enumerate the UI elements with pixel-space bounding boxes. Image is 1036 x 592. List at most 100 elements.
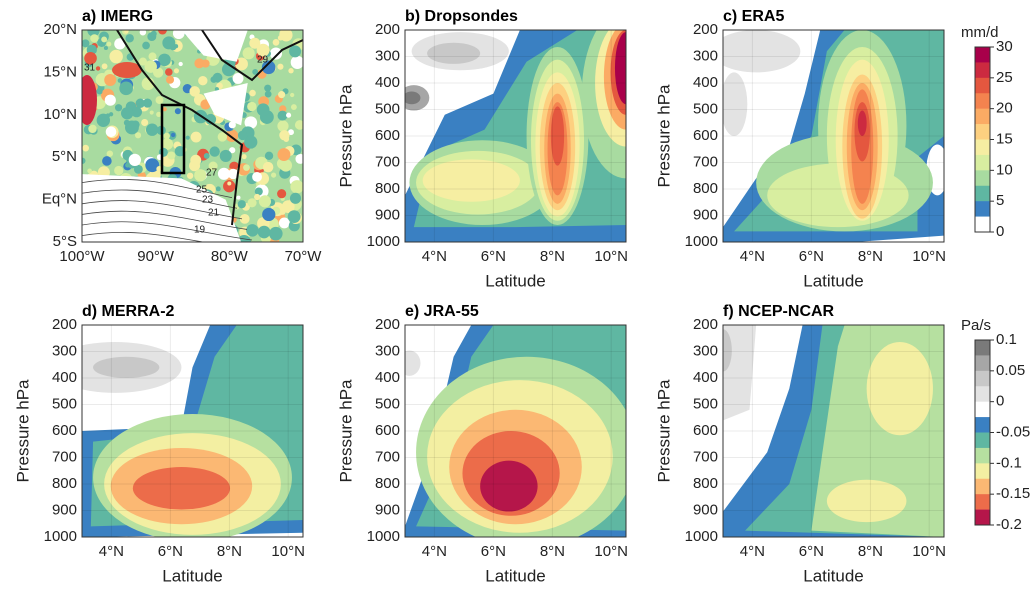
x-axis-label: Latitude xyxy=(803,566,864,585)
colorbar-tick-label: 0 xyxy=(996,223,1004,240)
y-tick-label: 200 xyxy=(693,316,718,333)
sst-contour xyxy=(82,189,238,209)
panel-title: f) NCEP-NCAR xyxy=(723,303,835,320)
rain-speckle xyxy=(95,66,101,71)
colorbar-swatch xyxy=(975,47,990,63)
rain-speckle xyxy=(210,76,218,83)
y-tick-label: 1000 xyxy=(44,528,77,545)
contours xyxy=(405,30,626,242)
rain-speckle xyxy=(105,126,117,138)
contour-fill xyxy=(550,106,565,166)
contour-fill xyxy=(857,110,867,136)
panel: 200 300 400 500 600 700 800 900 1000 4°N 6°N 8°N 10°… xyxy=(654,8,945,290)
rain-speckle xyxy=(106,41,112,47)
rain-speckle xyxy=(217,167,231,180)
sst-contour xyxy=(82,178,233,199)
map-panel: 3129272523211920°N15°N10°N5°NEq°N5°S100°… xyxy=(42,8,322,265)
rain-speckle xyxy=(189,160,201,172)
y-tick-label: 600 xyxy=(52,422,77,439)
axes-frame xyxy=(722,29,945,243)
rain-speckle xyxy=(156,111,162,118)
rain-speckle xyxy=(290,180,303,194)
contour-fill xyxy=(723,329,732,372)
x-tick-label: 10°N xyxy=(912,543,946,560)
rain-speckle xyxy=(244,135,258,149)
y-tick-label: 600 xyxy=(693,422,718,439)
rain-speckle xyxy=(237,62,244,69)
x-tick-label: 8°N xyxy=(858,543,883,560)
rain-speckle xyxy=(290,104,297,110)
colorbar-tick-label: -0.1 xyxy=(996,454,1022,471)
rain-speckle xyxy=(290,92,295,98)
rain-speckle xyxy=(144,60,157,73)
colorbar-swatch xyxy=(975,108,990,125)
rain-speckle xyxy=(174,44,179,49)
y-tick-label: 200 xyxy=(375,21,400,38)
rain-speckle xyxy=(232,73,244,84)
rain-speckle xyxy=(82,157,86,164)
rain-speckle xyxy=(125,34,134,43)
x-tick-label: 10°N xyxy=(271,543,305,560)
panel-title: a) IMERG xyxy=(82,8,153,25)
rain-speckle xyxy=(208,161,218,171)
y-axis-label: Pressure hPa xyxy=(654,84,673,188)
contour-fill xyxy=(723,30,801,73)
colorbar-tick-label: 30 xyxy=(996,38,1013,55)
rain-speckle xyxy=(174,108,181,115)
colorbar-tick-label: 0.1 xyxy=(996,331,1017,348)
rain-speckle xyxy=(109,112,114,117)
rain-speckle xyxy=(203,153,210,159)
contour-fill xyxy=(93,356,160,378)
contour-fill xyxy=(723,72,748,136)
rain-speckle xyxy=(158,30,167,35)
rain-speckle xyxy=(155,96,164,105)
rain-speckle xyxy=(277,110,288,121)
rain-speckle xyxy=(215,186,221,192)
rain-speckle xyxy=(258,195,272,208)
x-tick-label: 6°N xyxy=(799,248,824,265)
panel-title: e) JRA-55 xyxy=(405,303,479,320)
rain-speckle xyxy=(277,148,291,162)
contour-label: 31 xyxy=(84,63,96,74)
rain-speckle xyxy=(161,138,174,150)
y-tick-label: 600 xyxy=(375,422,400,439)
contour-fill xyxy=(866,341,933,436)
rain-speckle xyxy=(128,153,141,166)
colorbar-tick-label: 20 xyxy=(996,100,1013,117)
x-axis-label: Latitude xyxy=(803,271,864,290)
x-axis-label: Latitude xyxy=(162,566,223,585)
dry-region xyxy=(203,83,248,126)
rain-speckle xyxy=(277,189,287,199)
rain-speckle xyxy=(227,168,239,180)
y-tick-label: 600 xyxy=(693,127,718,144)
rain-speckle xyxy=(124,30,129,34)
axes-frame xyxy=(404,324,627,538)
rain-speckle xyxy=(135,98,146,109)
rain-speckle xyxy=(178,61,183,67)
y-tick-label: 1000 xyxy=(367,233,400,250)
rain-speckle xyxy=(90,34,99,43)
y-tick-label: 1000 xyxy=(685,233,718,250)
rain-speckle xyxy=(246,224,259,237)
contours xyxy=(723,30,944,242)
contour-label: 19 xyxy=(194,225,206,236)
colorbar-tick-label: 25 xyxy=(996,69,1013,86)
y-tick-label: 10°N xyxy=(43,106,77,123)
colorbar-swatch xyxy=(975,154,990,171)
contour-fill xyxy=(826,479,907,523)
y-tick-label: 15°N xyxy=(43,63,77,80)
rain-speckle xyxy=(277,63,284,70)
colorbar-swatch xyxy=(975,170,990,187)
colorbar-swatch xyxy=(975,386,990,402)
y-tick-label: 400 xyxy=(693,369,718,386)
rain-speckle xyxy=(114,104,123,112)
rain-speckle xyxy=(101,63,108,70)
y-tick-label: 1000 xyxy=(685,528,718,545)
y-tick-label: Eq°N xyxy=(42,191,77,208)
contour-label: 23 xyxy=(202,195,214,206)
contour-label: 27 xyxy=(206,168,218,179)
y-tick-label: 500 xyxy=(693,100,718,117)
y-tick-label: 300 xyxy=(375,47,400,64)
panel-title: c) ERA5 xyxy=(723,8,784,25)
rain-speckle xyxy=(142,98,153,108)
